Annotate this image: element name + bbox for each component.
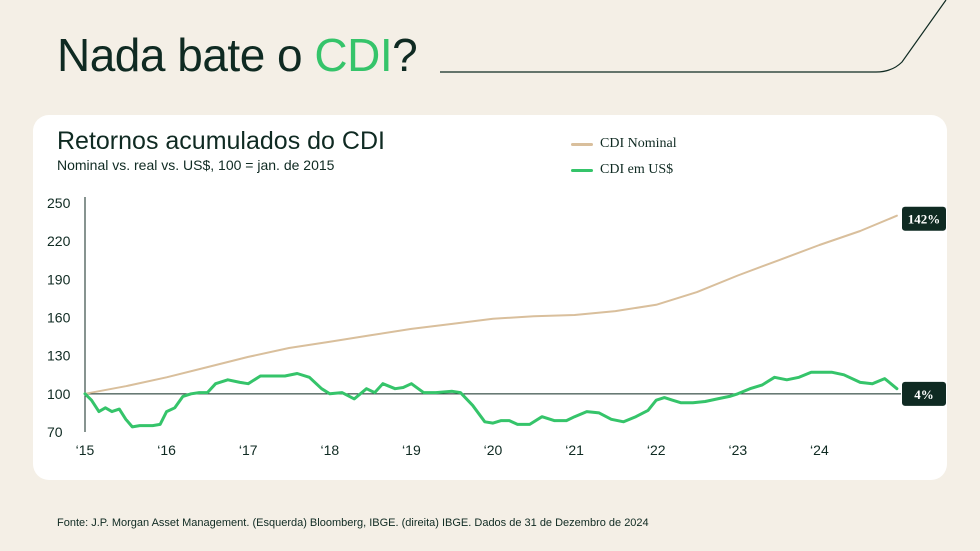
- chart-card: Retornos acumulados do CDI Nominal vs. r…: [33, 115, 947, 480]
- y-tick-label-160: 160: [47, 310, 71, 326]
- series-line-0: [84, 214, 898, 395]
- chart-subtitle: Nominal vs. real vs. US$, 100 = jan. de …: [57, 157, 335, 173]
- headline-accent: CDI: [314, 29, 393, 81]
- end-label-text-1: 4%: [914, 387, 934, 402]
- y-tick-label-100: 100: [47, 386, 71, 402]
- y-tick-label-70: 70: [47, 424, 63, 440]
- legend-label-usd: CDI em US$: [600, 162, 674, 177]
- y-tick-label-250: 250: [47, 195, 71, 211]
- end-label-text-0: 142%: [908, 212, 941, 227]
- end-label-badge-0: [902, 206, 946, 231]
- y-tick-label-130: 130: [47, 348, 71, 364]
- end-label-badge-1: [902, 381, 946, 406]
- headline-end: ?: [392, 29, 418, 81]
- x-tick-label-2: ‘17: [239, 442, 258, 458]
- x-tick-label-4: ‘19: [402, 442, 421, 458]
- x-tick-label-7: ‘22: [647, 442, 666, 458]
- x-tick-label-9: ‘24: [810, 442, 829, 458]
- series-line-1: [83, 370, 899, 429]
- source-footnote: Fonte: J.P. Morgan Asset Management. (Es…: [57, 517, 649, 529]
- x-tick-label-5: ‘20: [484, 442, 503, 458]
- y-tick-label-190: 190: [47, 271, 71, 287]
- legend-item-nominal: CDI Nominal: [571, 131, 677, 157]
- chart-title: Retornos acumulados do CDI: [57, 127, 385, 155]
- page-headline: Nada bate o CDI?: [57, 28, 418, 82]
- x-tick-label-1: ‘16: [157, 442, 176, 458]
- legend-label-nominal: CDI Nominal: [600, 136, 677, 151]
- legend-swatch-nominal: [571, 142, 593, 146]
- legend-swatch-usd: [571, 168, 593, 172]
- x-tick-label-8: ‘23: [728, 442, 747, 458]
- chart-legend: CDI Nominal CDI em US$: [571, 131, 677, 183]
- y-tick-label-220: 220: [47, 233, 71, 249]
- legend-item-usd: CDI em US$: [571, 157, 677, 183]
- chart-plot: 250 220 190 160 130 100 70 ‘15 ‘16 ‘17 ‘18 ‘19 ‘20 ‘2…: [47, 195, 946, 458]
- x-tick-label-6: ‘21: [565, 442, 584, 458]
- headline-text: Nada bate o: [57, 29, 315, 81]
- x-tick-label-0: ‘15: [76, 442, 95, 458]
- x-tick-label-3: ‘18: [320, 442, 339, 458]
